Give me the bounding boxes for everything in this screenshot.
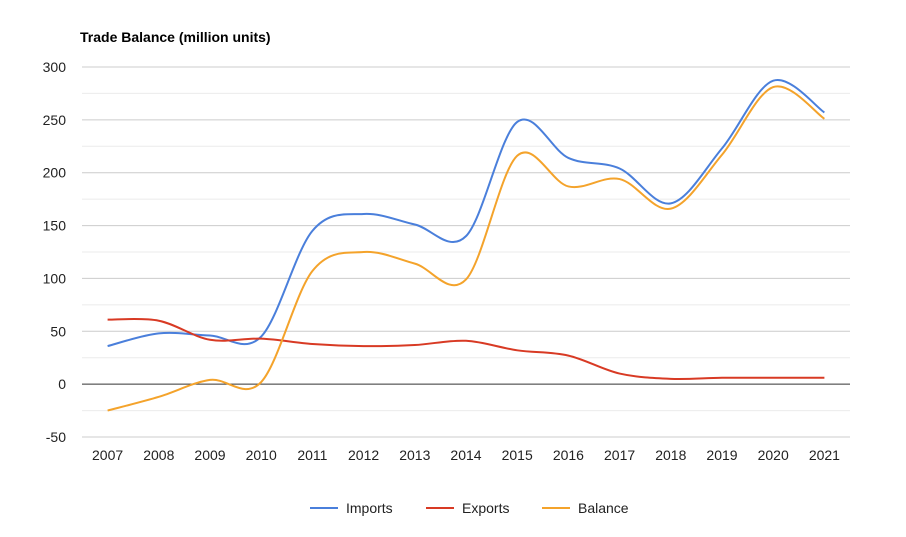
x-tick-label: 2019 [706, 447, 737, 463]
y-axis-ticks: -50 0 50 100 150 200 250 300 [43, 59, 67, 445]
x-tick-label: 2012 [348, 447, 379, 463]
y-tick-label: 300 [43, 59, 67, 75]
y-tick-label: 200 [43, 165, 67, 181]
y-tick-label: -50 [46, 429, 66, 445]
x-tick-label: 2016 [553, 447, 584, 463]
y-tick-label: 250 [43, 112, 67, 128]
x-tick-label: 2010 [246, 447, 277, 463]
x-tick-label: 2017 [604, 447, 635, 463]
x-tick-label: 2013 [399, 447, 430, 463]
x-tick-label: 2011 [297, 447, 327, 463]
legend-label-exports: Exports [462, 500, 509, 516]
x-tick-label: 2015 [502, 447, 533, 463]
x-tick-label: 2020 [758, 447, 789, 463]
legend-item-exports[interactable]: Exports [426, 500, 509, 516]
series-imports [107, 79, 825, 348]
legend-item-imports[interactable]: Imports [310, 500, 393, 516]
series-exports [107, 317, 825, 381]
x-tick-label: 2007 [92, 447, 123, 463]
y-tick-label: 50 [50, 323, 66, 339]
x-tick-label: 2021 [809, 447, 840, 463]
x-tick-label: 2009 [194, 447, 225, 463]
y-tick-label: 150 [43, 218, 67, 234]
x-tick-label: 2018 [655, 447, 686, 463]
grid-layer [82, 66, 850, 438]
series-balance [107, 85, 825, 412]
legend-label-balance: Balance [578, 500, 629, 516]
y-tick-label: 100 [43, 270, 67, 286]
series-layer [107, 79, 825, 412]
legend-item-balance[interactable]: Balance [542, 500, 629, 516]
x-tick-label: 2008 [143, 447, 174, 463]
series-line-balance[interactable] [107, 85, 825, 412]
series-line-imports[interactable] [107, 79, 825, 348]
legend: Imports Exports Balance [310, 500, 629, 516]
x-tick-label: 2014 [450, 447, 481, 463]
y-tick-label: 0 [58, 376, 66, 392]
chart-title: Trade Balance (million units) [80, 29, 271, 45]
series-line-exports[interactable] [107, 317, 825, 381]
legend-label-imports: Imports [346, 500, 393, 516]
x-axis-ticks: 2007 2008 2009 2010 2011 2012 2013 2014 2015 2016… [92, 447, 840, 463]
